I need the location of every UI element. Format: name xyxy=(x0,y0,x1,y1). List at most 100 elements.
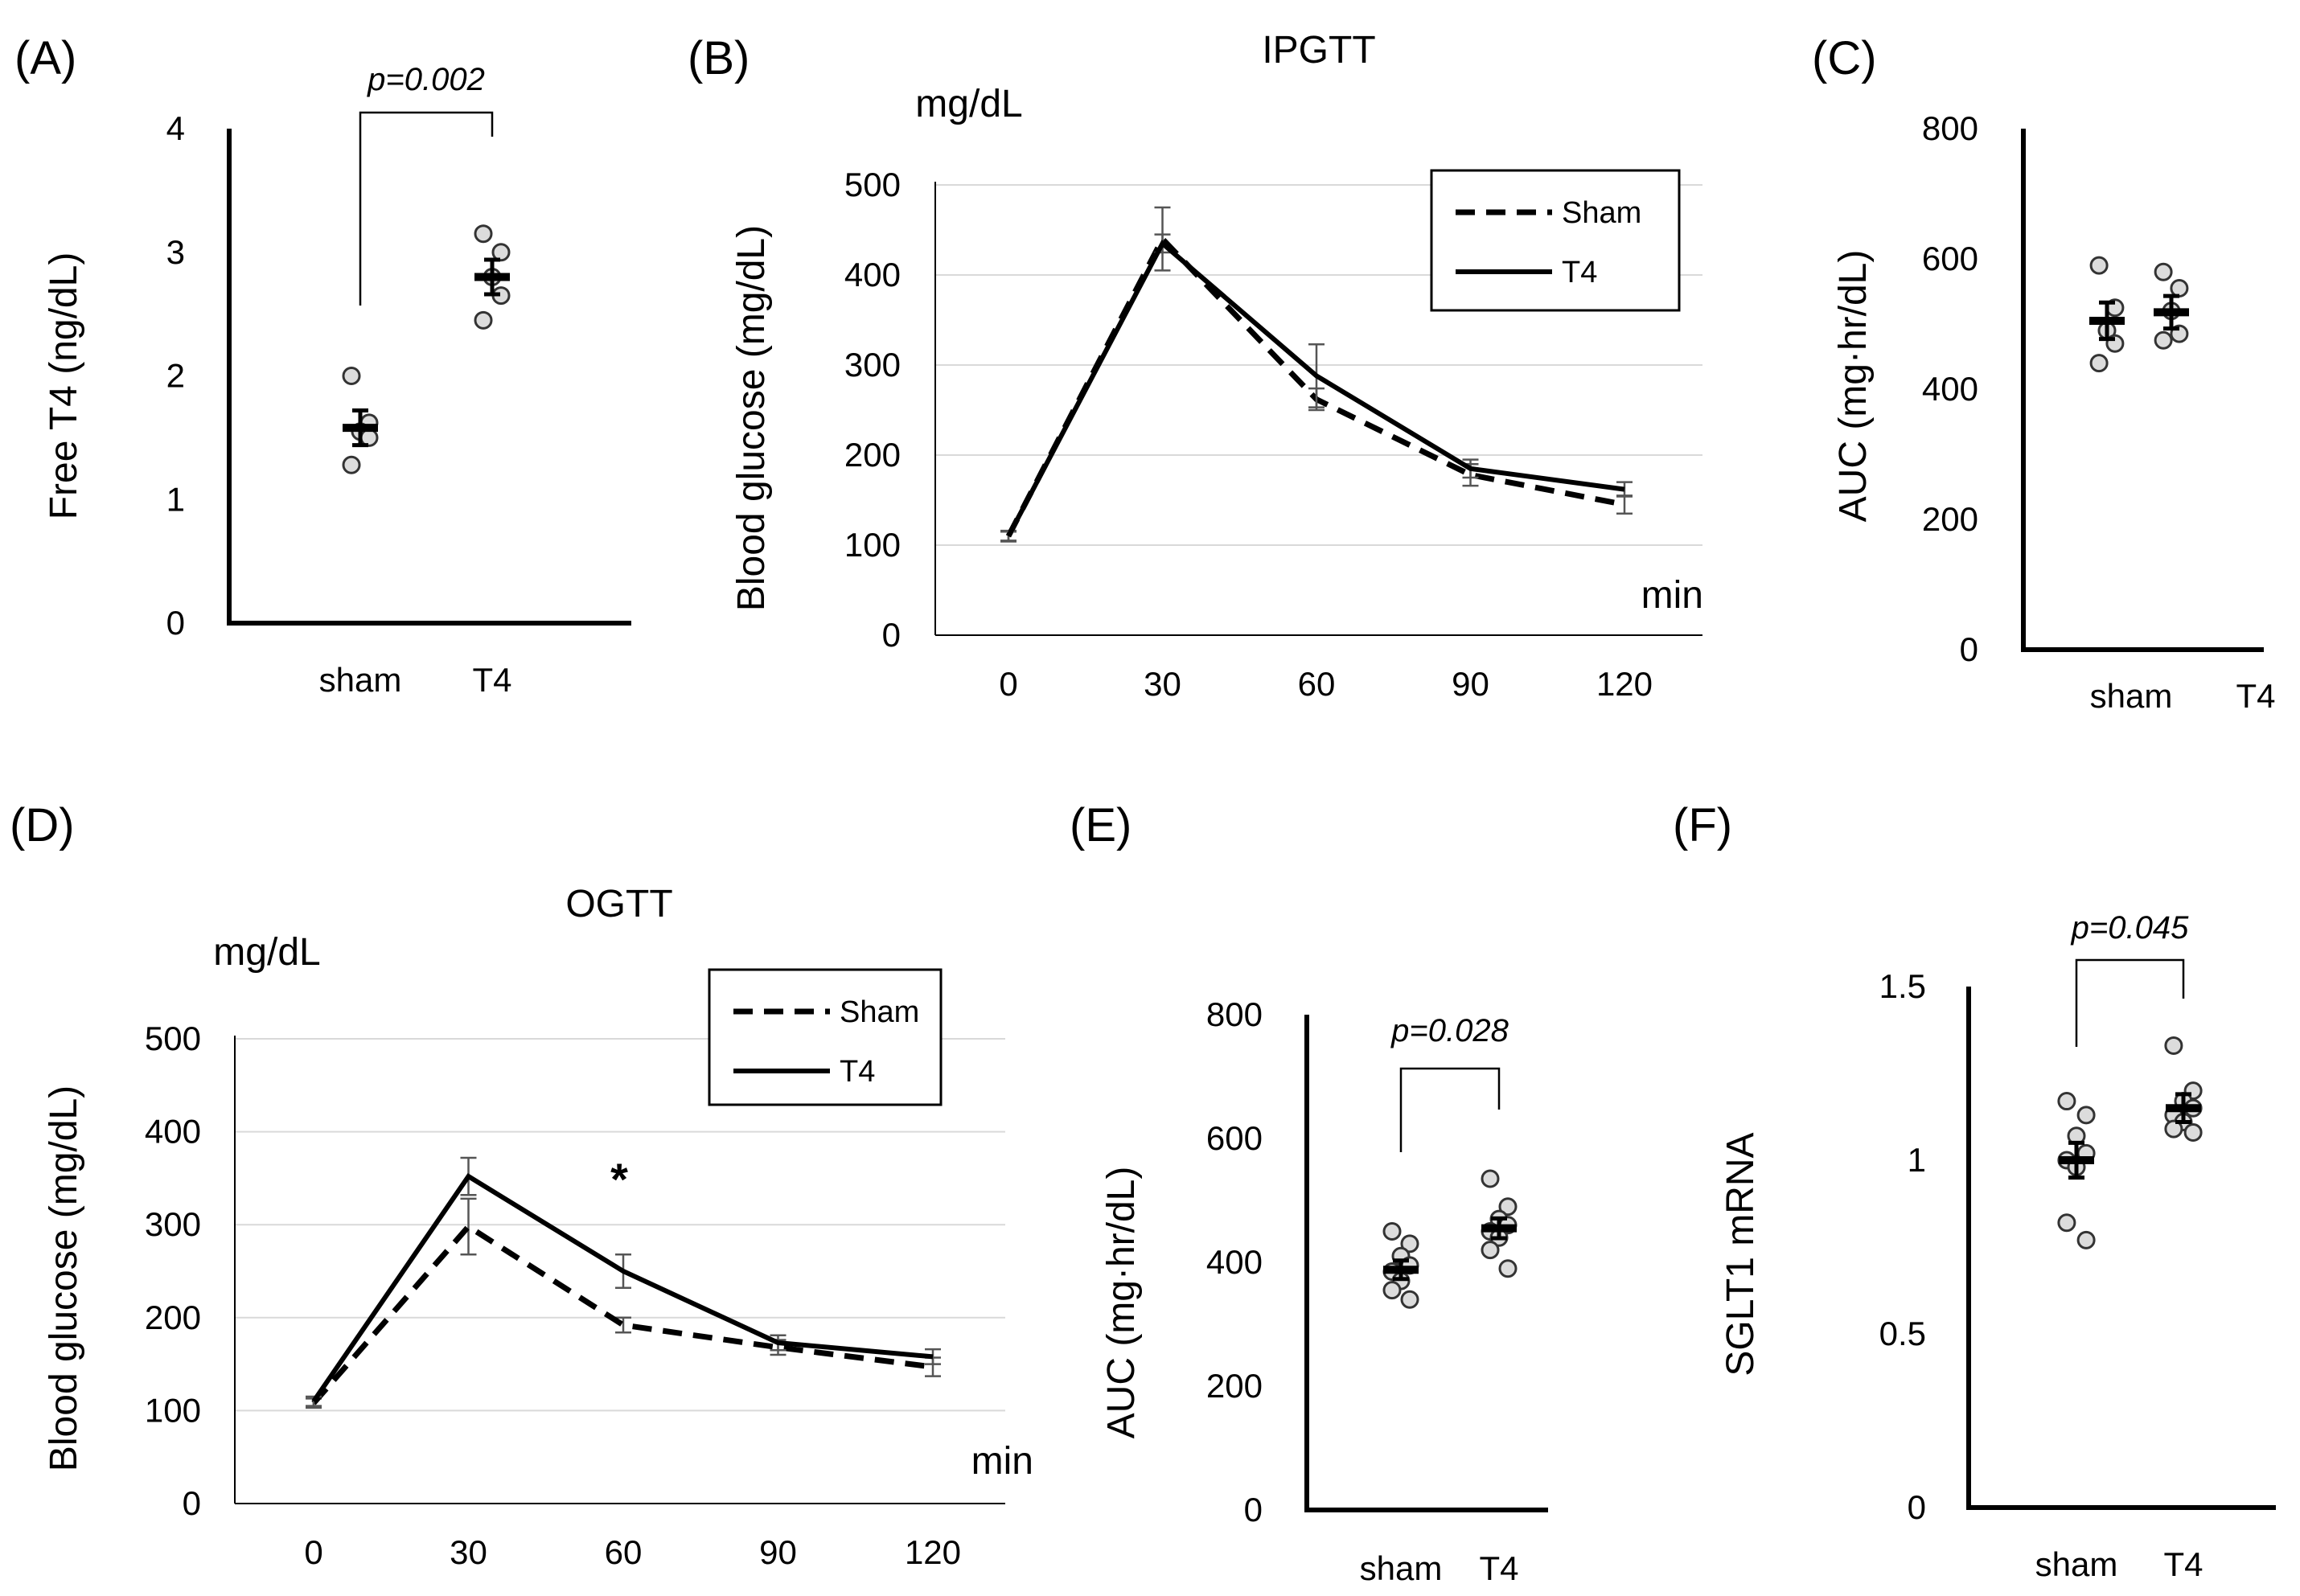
x-tick-label: 60 xyxy=(1298,665,1336,703)
x-tick-label: 120 xyxy=(905,1533,961,1571)
legend-entry: T4 xyxy=(840,1055,875,1089)
significance-bracket xyxy=(1399,1067,1501,1152)
data-point xyxy=(1400,1290,1419,1309)
y-tick-label: 0 xyxy=(1908,1488,1926,1526)
data-point xyxy=(1498,1197,1518,1216)
data-point xyxy=(2154,262,2173,281)
y-tick-label: 0 xyxy=(166,604,185,642)
data-point xyxy=(474,224,493,244)
data-point xyxy=(2164,1036,2183,1055)
significance-star: * xyxy=(610,1154,628,1204)
y-tick-label: 400 xyxy=(1922,370,1978,408)
y-tick-label: 800 xyxy=(1206,995,1263,1033)
y-axis-label: Free T4 (ng/dL) xyxy=(43,252,85,520)
data-point xyxy=(2170,278,2189,297)
y-tick-label: 400 xyxy=(145,1113,201,1151)
series-line-sham xyxy=(311,1222,934,1405)
x-category-label: T4 xyxy=(2236,677,2275,715)
y-tick-label: 3 xyxy=(166,233,185,271)
panel-label: (E) xyxy=(1070,799,1132,851)
axis-lines xyxy=(2021,129,2264,652)
y-tick-label: 0 xyxy=(1960,630,1978,668)
y-tick-label: 300 xyxy=(145,1205,201,1243)
panel-label: (F) xyxy=(1673,799,1732,851)
y-tick-label: 1.5 xyxy=(1879,967,1926,1005)
data-point xyxy=(2076,1106,2096,1125)
x-tick-label: 120 xyxy=(1596,665,1653,703)
x-category-label: sham xyxy=(1360,1549,1443,1587)
panel-a: (A) Free T4 (ng/dL) 0 1 2 3 4 sham T4 p=0.002 xyxy=(14,32,631,699)
y-tick-label: 400 xyxy=(1206,1243,1263,1281)
data-point xyxy=(2089,256,2109,275)
data-point xyxy=(1481,1241,1500,1260)
unit-label: mg/dL xyxy=(915,83,1022,125)
data-point xyxy=(1481,1169,1500,1188)
data-point xyxy=(2154,330,2173,350)
y-axis-label: AUC (mg·hr/dL) xyxy=(1832,250,1875,523)
y-tick-label: 1 xyxy=(166,480,185,518)
x-category-label: sham xyxy=(319,661,402,699)
y-tick-label: 2 xyxy=(166,357,185,395)
y-tick-label: 1 xyxy=(1908,1141,1926,1179)
panel-e: (E) AUC (mg·hr/dL) 0 200 400 600 800 sham T4 p=0.… xyxy=(1070,799,1548,1587)
data-point xyxy=(1382,1222,1402,1241)
data-point xyxy=(342,367,361,385)
y-tick-label: 200 xyxy=(1922,500,1978,538)
legend-entry: T4 xyxy=(1562,256,1597,289)
data-point xyxy=(2057,1092,2076,1111)
y-tick-label: 500 xyxy=(145,1020,201,1057)
data-point xyxy=(474,310,493,330)
x-category-label: sham xyxy=(2035,1545,2118,1583)
y-tick-label: 300 xyxy=(844,346,901,384)
unit-label: mg/dL xyxy=(213,931,320,974)
y-tick-label: 200 xyxy=(844,436,901,474)
y-tick-label: 0 xyxy=(1244,1491,1263,1528)
y-tick-label: 0 xyxy=(882,616,901,654)
data-point xyxy=(2183,1122,2203,1142)
x-category-label: T4 xyxy=(1479,1549,1518,1587)
panel-b: (B) Blood glucose (mg/dL) IPGTT mg/dL 0 100 20… xyxy=(688,29,1703,703)
x-category-label: T4 xyxy=(2163,1545,2203,1583)
panel-f: (F) SGLT1 mRNA 0 0.5 1 1.5 sham T4 p=0.045 xyxy=(1673,799,2276,1583)
y-tick-label: 0.5 xyxy=(1879,1315,1926,1352)
x-tick-label: 90 xyxy=(1452,665,1489,703)
data-point xyxy=(342,455,361,474)
data-point xyxy=(2076,1230,2096,1249)
axis-lines xyxy=(227,129,631,626)
y-tick-label: 0 xyxy=(183,1484,201,1522)
x-tick-label: 30 xyxy=(1144,665,1181,703)
y-tick-label: 400 xyxy=(844,256,901,293)
axis-lines xyxy=(1966,987,2276,1510)
legend-box xyxy=(1430,169,1681,312)
legend-entry: Sham xyxy=(840,995,919,1029)
x-category-label: T4 xyxy=(472,661,511,699)
significance-bracket xyxy=(359,111,494,306)
x-tick-label: 60 xyxy=(605,1533,643,1571)
axis-lines xyxy=(1304,1015,1548,1512)
data-point xyxy=(1400,1234,1419,1253)
p-value-label: p=0.028 xyxy=(1390,1013,1509,1048)
panel-label: (A) xyxy=(14,32,76,84)
chart-title: OGTT xyxy=(565,883,672,925)
data-point xyxy=(2089,354,2109,373)
panel-label: (B) xyxy=(688,32,750,84)
significance-bracket xyxy=(2075,958,2185,1047)
x-tick-label: 90 xyxy=(759,1533,797,1571)
y-tick-label: 200 xyxy=(1206,1367,1263,1405)
y-axis-label: AUC (mg·hr/dL) xyxy=(1100,1167,1143,1439)
y-tick-label: 100 xyxy=(145,1391,201,1429)
panel-c: (C) AUC (mg·hr/dL) 0 200 400 600 800 sham T4 xyxy=(1812,32,2276,715)
x-tick-label: 0 xyxy=(304,1533,322,1571)
series-line-t4 xyxy=(311,1173,934,1403)
x-tick-label: 0 xyxy=(999,665,1017,703)
panel-label: (D) xyxy=(10,799,75,851)
panel-label: (C) xyxy=(1812,32,1877,84)
y-tick-label: 200 xyxy=(145,1299,201,1336)
panel-d: (D) Blood glucose (mg/dL) OGTT mg/dL 0 100 200… xyxy=(10,799,1033,1571)
y-axis-label: Blood glucose (mg/dL) xyxy=(730,225,773,611)
data-point xyxy=(491,243,511,262)
x-tick-label: 30 xyxy=(450,1533,487,1571)
series-line-t4 xyxy=(1006,240,1625,538)
y-tick-label: 4 xyxy=(166,109,185,147)
